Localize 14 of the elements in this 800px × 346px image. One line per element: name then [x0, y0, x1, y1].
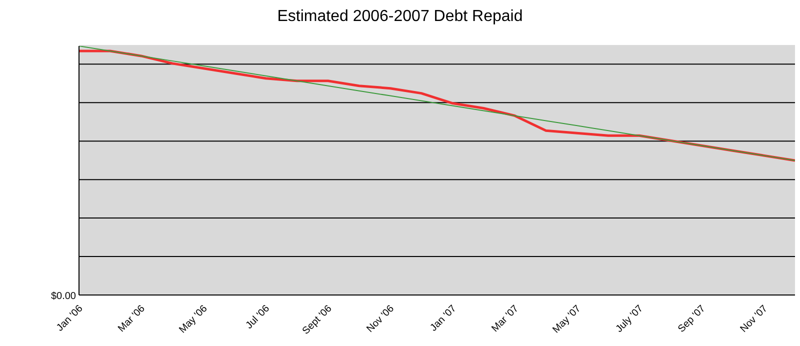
x-tick-label: Nov '07	[738, 303, 770, 335]
x-tick-label: Jul '06	[244, 303, 272, 332]
x-tick-label: Mar '07	[490, 303, 522, 334]
x-tick-label: Mar '06	[116, 303, 148, 334]
x-tick-label: Jan '07	[428, 303, 459, 334]
x-tick-label: May '06	[177, 303, 210, 336]
x-tick-label: Sep '07	[676, 303, 708, 335]
x-tick-label: Jan '06	[54, 303, 86, 334]
x-tick-label: July '07	[614, 303, 646, 335]
text: $0.00	[50, 291, 76, 302]
x-tick-label: Nov '06	[364, 303, 397, 335]
chart-title: Estimated 2006-2007 Debt Repaid	[276, 8, 524, 26]
x-tick-label: May '07	[550, 303, 584, 336]
x-tick-label: Sept '06	[300, 303, 334, 337]
